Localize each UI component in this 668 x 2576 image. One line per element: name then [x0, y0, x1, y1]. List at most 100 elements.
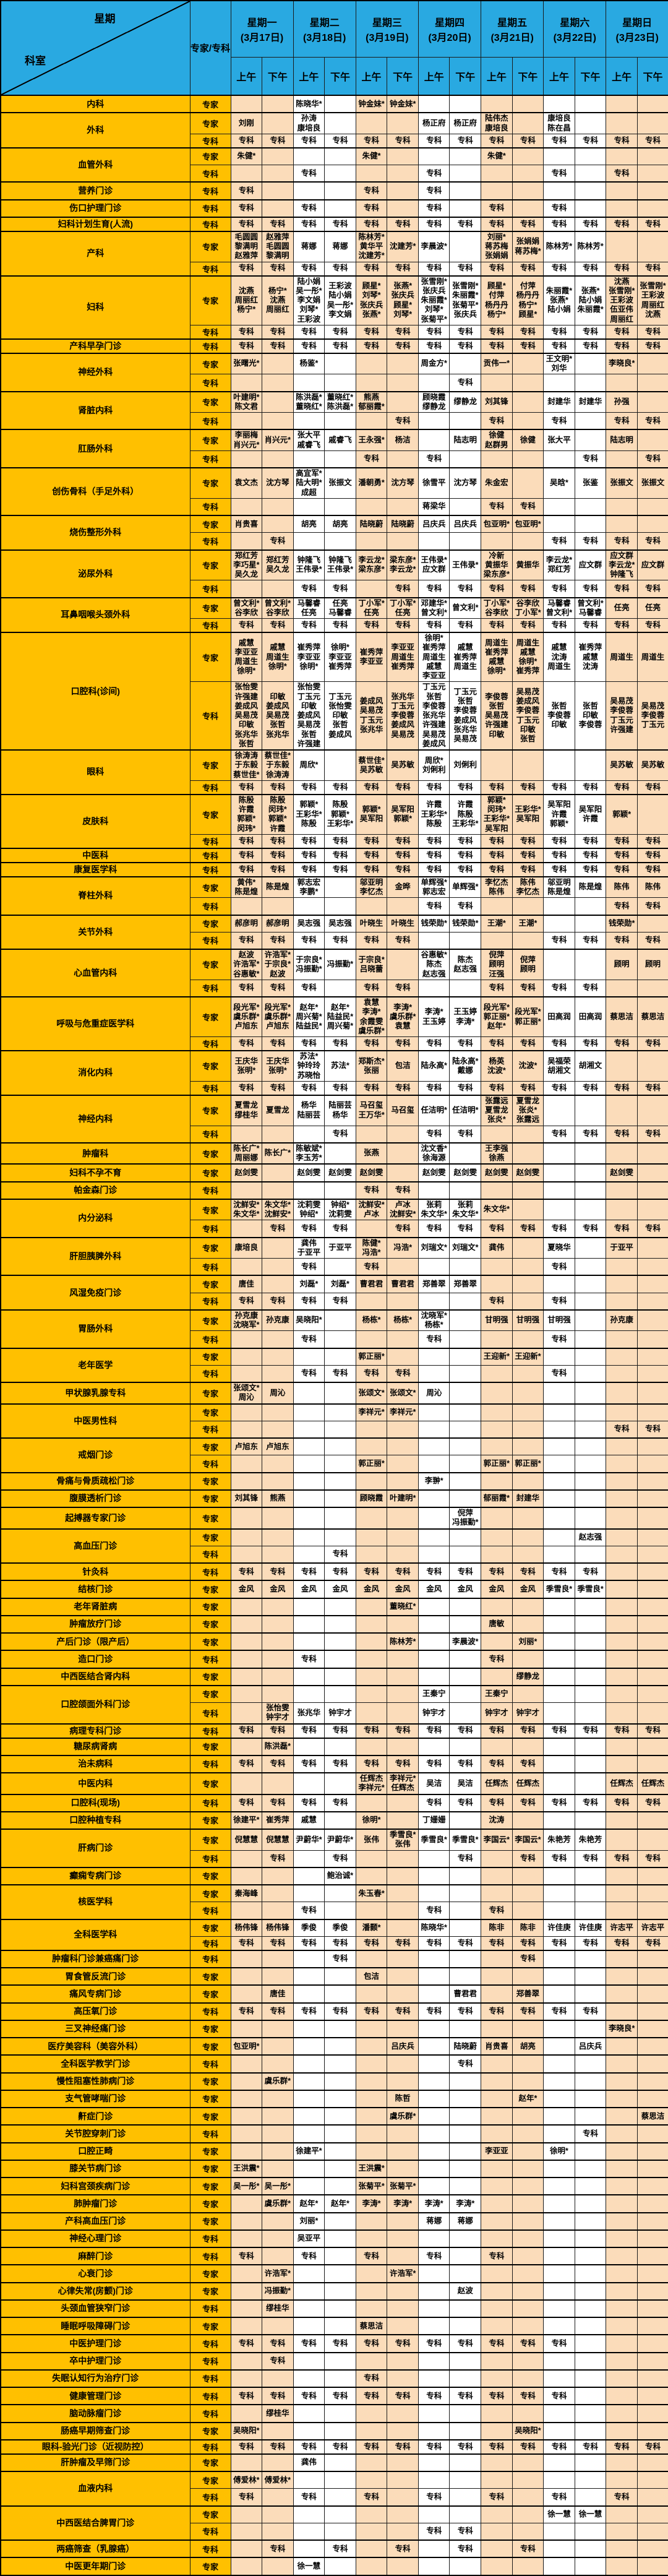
schedule-cell: 专科: [543, 1793, 575, 1812]
schedule-cell: [636, 2505, 668, 2523]
schedule-cell: [543, 374, 575, 392]
schedule-cell: [512, 2453, 544, 2472]
schedule-cell: 张兆华 丁玉元 李俊蓉 姜成风 吴易茂: [387, 681, 419, 751]
schedule-cell: [324, 412, 356, 430]
schedule-cell: 专科: [262, 261, 294, 276]
schedule-cell: [324, 749, 356, 781]
schedule-cell: [543, 749, 575, 781]
schedule-cell: 段光军* 虞乐群* 卢旭东: [262, 996, 294, 1037]
schedule-cell: [606, 2106, 638, 2126]
schedule-cell: [636, 181, 668, 200]
schedule-cell: [262, 1163, 294, 1182]
schedule-cell: 专科: [417, 1036, 450, 1051]
schedule-cell: 郑红芳 李巧星* 吴久龙: [230, 549, 263, 581]
schedule-cell: [230, 2212, 263, 2231]
department-cell: 造口门诊: [0, 1650, 191, 1669]
schedule-cell: 专科: [543, 1850, 575, 1868]
schedule-cell: [355, 1650, 388, 1669]
row-type-cell: 专家: [189, 1667, 231, 1686]
schedule-cell: 专科: [262, 2002, 294, 2021]
schedule-cell: [606, 2386, 638, 2405]
schedule-cell: 专科: [293, 1936, 325, 1951]
schedule-cell: 专科: [449, 2386, 482, 2405]
schedule-cell: 专科: [230, 1292, 263, 1311]
schedule-cell: [636, 2176, 668, 2195]
schedule-cell: [481, 2089, 513, 2108]
schedule-cell: [262, 1528, 294, 1546]
schedule-cell: [417, 931, 450, 950]
schedule-cell: [355, 1471, 388, 1491]
table-row: 睡眠呼吸障碍门诊 专家 蔡思洁: [0, 2316, 668, 2335]
schedule-cell: [449, 2557, 482, 2576]
schedule-cell: [417, 1632, 450, 1651]
schedule-cell: 郭颖* 吴军阳: [355, 793, 388, 835]
schedule-cell: [636, 914, 668, 933]
schedule-cell: [606, 2054, 638, 2074]
schedule-cell: [387, 2316, 419, 2335]
schedule-cell: [324, 532, 356, 550]
am-header: 上午: [481, 57, 513, 96]
department-cell: 卒中护理门诊: [0, 2351, 191, 2371]
schedule-cell: [262, 181, 294, 200]
schedule-cell: [230, 412, 263, 430]
schedule-cell: 任亮 马馨睿: [324, 597, 356, 619]
schedule-cell: 尹蔚华*: [324, 1829, 356, 1851]
schedule-cell: [606, 1142, 638, 1165]
schedule-cell: 朱健*: [481, 147, 513, 165]
schedule-cell: [606, 181, 638, 200]
schedule-cell: [355, 2089, 388, 2108]
schedule-cell: 冯振勤*: [324, 948, 356, 980]
schedule-cell: [262, 1884, 294, 1903]
schedule-cell: [324, 374, 356, 392]
schedule-cell: 专科: [606, 133, 638, 149]
department-cell: 妇科宫颈疾病门诊: [0, 2176, 191, 2195]
schedule-cell: [293, 1772, 325, 1794]
schedule-cell: 许浩军*: [387, 2264, 419, 2283]
schedule-cell: [636, 230, 668, 262]
schedule-cell: 曾文利*: [449, 597, 482, 619]
table-row: 专科 专科 专科 专科 专科 专科 专科 专科 专科 专科 专科 专科 专科 专科 专科: [1, 133, 668, 149]
schedule-cell: 专科: [293, 1902, 325, 1919]
schedule-cell: [606, 1489, 638, 1508]
schedule-cell: [324, 1455, 356, 1473]
schedule-cell: 专科: [230, 1036, 263, 1051]
schedule-cell: 张菊平*: [355, 2176, 388, 2195]
schedule-cell: 专科: [293, 1292, 325, 1311]
schedule-cell: 专科: [355, 2002, 388, 2021]
schedule-cell: [606, 1754, 638, 1773]
schedule-cell: [636, 1507, 668, 1529]
schedule-cell: 专科: [574, 2002, 607, 2021]
row-type-cell: 专科: [189, 1562, 231, 1581]
schedule-cell: 季俊: [324, 1918, 356, 1937]
row-type-cell: 专家: [189, 1471, 231, 1491]
schedule-cell: 戚慧 李亚亚 周道生 徐明*: [230, 632, 263, 683]
schedule-cell: 封建华: [543, 390, 575, 413]
schedule-cell: 专科: [262, 861, 294, 877]
schedule-cell: [324, 147, 356, 165]
schedule-cell: 季雪良* 张伟: [387, 1829, 419, 1851]
schedule-cell: 专科: [606, 618, 638, 633]
schedule-cell: 专科: [636, 618, 668, 633]
schedule-cell: 专科: [481, 1723, 513, 1738]
schedule-cell: 专科: [387, 1181, 419, 1200]
schedule-cell: [262, 1966, 294, 1986]
schedule-cell: 康培良 陈在昌: [543, 112, 575, 134]
schedule-cell: 李晓良*: [606, 352, 638, 375]
schedule-cell: 傅爱林*: [262, 2471, 294, 2489]
schedule-cell: 专科: [387, 1036, 419, 1051]
department-cell: 三叉神经痛门诊: [0, 2019, 191, 2038]
department-cell: 耳鼻咽喉头颈外科: [0, 597, 191, 633]
row-type-cell: 专家: [189, 390, 231, 413]
schedule-cell: [355, 1702, 388, 1724]
schedule-cell: [449, 532, 482, 550]
schedule-cell: 张曙光*: [230, 352, 263, 375]
schedule-cell: [324, 1181, 356, 1200]
department-cell: 中西医结合脾胃门诊: [0, 2505, 191, 2541]
schedule-cell: 专科: [324, 1723, 356, 1738]
schedule-cell: 专科: [355, 979, 388, 997]
schedule-cell: [230, 1614, 263, 1634]
schedule-cell: 金风: [324, 1580, 356, 1599]
table-row: 痛风专病门诊 专家 唐佳 曹君君 郑善翠: [0, 1984, 668, 2004]
schedule-cell: [449, 1437, 482, 1456]
row-type-cell: 专科: [189, 1330, 231, 1348]
